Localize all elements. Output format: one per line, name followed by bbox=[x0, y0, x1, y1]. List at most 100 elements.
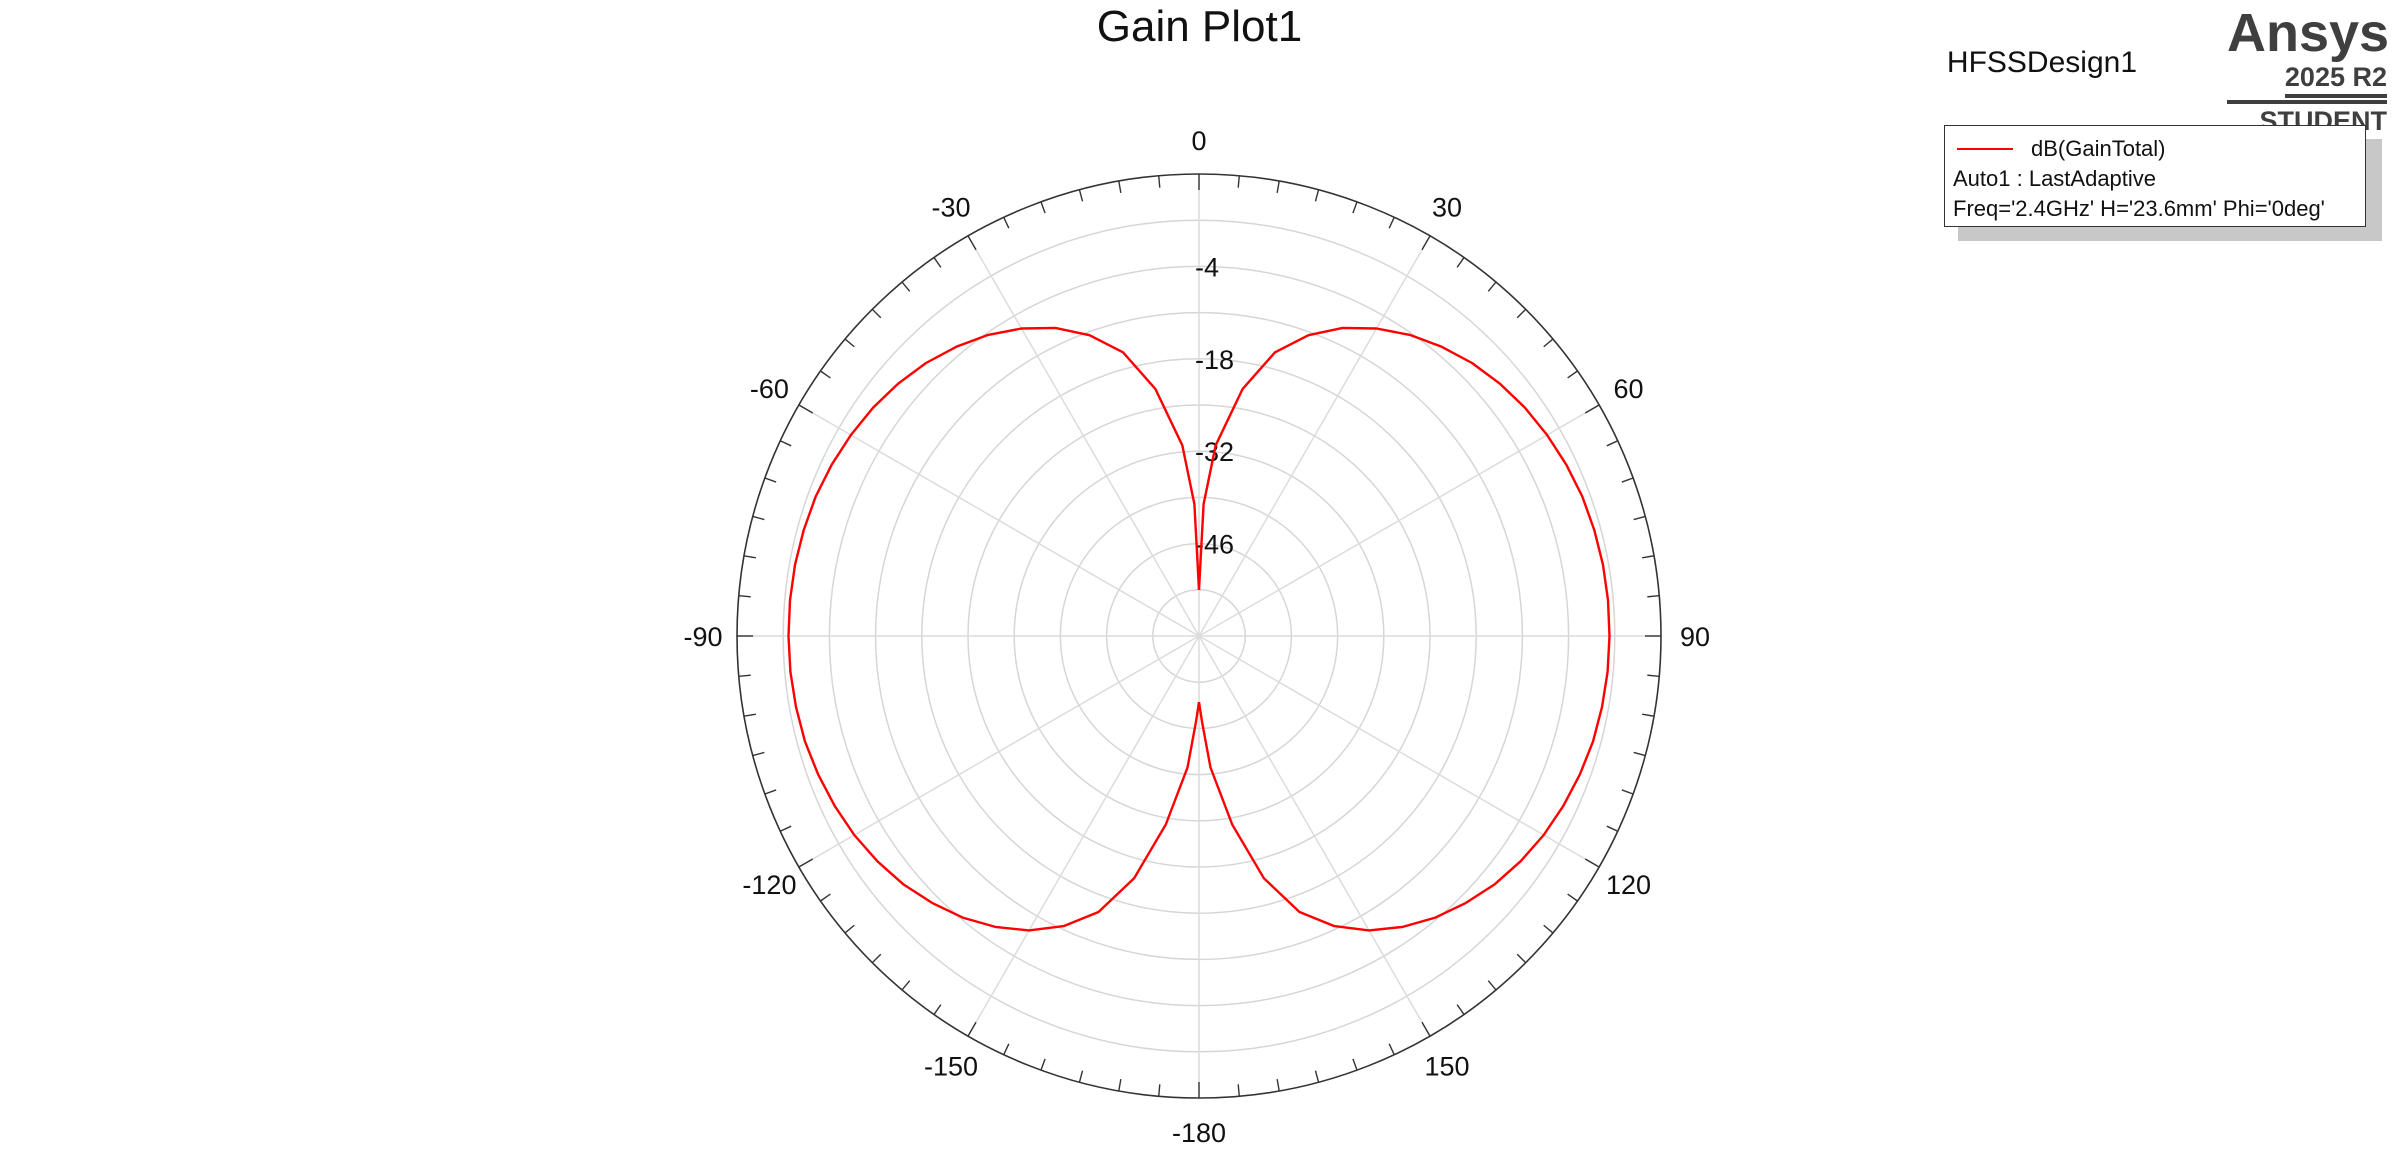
angle-tick bbox=[1352, 1058, 1358, 1071]
angle-tick bbox=[1078, 1070, 1084, 1083]
angle-tick bbox=[1040, 201, 1046, 214]
grid-spoke bbox=[967, 235, 1200, 637]
angle-tick bbox=[967, 1021, 977, 1037]
legend-box[interactable]: dB(GainTotal) Auto1 : LastAdaptive Freq=… bbox=[1944, 125, 2366, 227]
grid-spoke bbox=[798, 635, 1200, 868]
angle-label: -120 bbox=[742, 870, 796, 900]
angle-tick bbox=[1421, 1021, 1431, 1037]
angle-tick bbox=[752, 515, 765, 521]
angle-label: 30 bbox=[1432, 192, 1462, 222]
angle-tick bbox=[1388, 216, 1395, 229]
legend-series-label: dB(GainTotal) bbox=[2031, 136, 2166, 161]
angle-label: 90 bbox=[1680, 622, 1710, 652]
radial-label: -4 bbox=[1195, 252, 1219, 282]
angle-tick bbox=[738, 595, 751, 598]
angle-tick bbox=[844, 338, 855, 348]
angle-label: 0 bbox=[1191, 126, 1206, 156]
angle-tick bbox=[1276, 180, 1280, 193]
angle-tick bbox=[1040, 1058, 1046, 1071]
angle-tick bbox=[1516, 953, 1527, 964]
angle-tick bbox=[743, 713, 756, 717]
series-layer bbox=[787, 326, 1611, 932]
angle-tick bbox=[1543, 924, 1554, 934]
angle-label: 60 bbox=[1614, 374, 1644, 404]
angle-tick bbox=[798, 404, 814, 414]
angle-tick bbox=[871, 308, 882, 319]
angle-tick bbox=[1237, 175, 1240, 188]
angle-tick bbox=[1633, 751, 1646, 757]
angle-label: 150 bbox=[1424, 1052, 1469, 1082]
angle-label: -30 bbox=[931, 192, 970, 222]
grid-spoke bbox=[1198, 235, 1431, 637]
angle-tick bbox=[820, 370, 831, 379]
angle-tick bbox=[743, 555, 756, 559]
axis-labels: 0306090120150-180-150-120-90-60-30-46-32… bbox=[683, 126, 1710, 1148]
angle-tick bbox=[779, 825, 792, 832]
grid-spoke bbox=[798, 404, 1200, 637]
angle-tick bbox=[1388, 1043, 1395, 1056]
angle-tick bbox=[844, 924, 855, 934]
angle-tick bbox=[1621, 789, 1634, 795]
angle-tick bbox=[1621, 477, 1634, 483]
angle-tick bbox=[1642, 713, 1655, 717]
angle-tick bbox=[1237, 1084, 1240, 1097]
ansys-logo: Ansys 2025 R2 STUDENT bbox=[2227, 3, 2390, 136]
angle-tick bbox=[1456, 1004, 1465, 1015]
angle-label: -150 bbox=[924, 1052, 978, 1082]
angle-tick bbox=[901, 980, 911, 991]
series-line bbox=[787, 326, 1201, 932]
angle-tick bbox=[933, 257, 942, 268]
angle-tick bbox=[1633, 515, 1646, 521]
angle-tick bbox=[1158, 175, 1161, 188]
polar-grid bbox=[736, 173, 1662, 1099]
angle-label: 120 bbox=[1606, 870, 1651, 900]
angle-tick bbox=[1584, 858, 1600, 868]
angle-tick bbox=[752, 751, 765, 757]
angle-tick bbox=[1314, 1070, 1320, 1083]
angle-tick bbox=[1606, 825, 1619, 832]
angle-label: -60 bbox=[750, 374, 789, 404]
brand-version: 2025 R2 bbox=[2284, 62, 2387, 98]
angle-tick bbox=[1158, 1084, 1161, 1097]
angle-tick bbox=[798, 858, 814, 868]
angle-tick bbox=[1078, 189, 1084, 202]
angle-tick bbox=[1352, 201, 1358, 214]
angle-tick bbox=[967, 235, 977, 251]
angle-tick bbox=[901, 281, 911, 292]
angle-tick bbox=[1516, 308, 1527, 319]
angle-label: -90 bbox=[683, 622, 722, 652]
angle-tick bbox=[1421, 235, 1431, 251]
angle-tick bbox=[1487, 980, 1497, 991]
radial-label: -18 bbox=[1195, 345, 1234, 375]
grid-spoke bbox=[1198, 635, 1431, 1037]
angle-tick bbox=[1567, 370, 1578, 379]
angle-tick bbox=[933, 1004, 942, 1015]
angle-label: -180 bbox=[1172, 1118, 1226, 1148]
angle-tick bbox=[1314, 189, 1320, 202]
angle-tick bbox=[1567, 893, 1578, 902]
angle-tick bbox=[1003, 216, 1010, 229]
angle-tick bbox=[1003, 1043, 1010, 1056]
angle-tick bbox=[779, 440, 792, 447]
chart-title: Gain Plot1 bbox=[1096, 2, 1303, 51]
brand-name: Ansys bbox=[2227, 3, 2390, 63]
angle-tick bbox=[820, 893, 831, 902]
angle-tick bbox=[764, 789, 777, 795]
design-name: HFSSDesign1 bbox=[1946, 46, 2137, 79]
angle-tick bbox=[1118, 1079, 1122, 1092]
angle-ticks bbox=[737, 174, 1661, 1098]
grid-spoke bbox=[967, 635, 1200, 1037]
angle-tick bbox=[1647, 674, 1660, 677]
grid-spoke bbox=[1198, 635, 1600, 868]
angle-tick bbox=[1487, 281, 1497, 292]
angle-tick bbox=[871, 953, 882, 964]
angle-tick bbox=[1118, 180, 1122, 193]
angle-tick bbox=[1642, 555, 1655, 559]
angle-tick bbox=[1456, 257, 1465, 268]
grid-spoke bbox=[1198, 404, 1600, 637]
angle-tick bbox=[1543, 338, 1554, 348]
angle-tick bbox=[1647, 595, 1660, 598]
angle-tick bbox=[1584, 404, 1600, 414]
angle-tick bbox=[764, 477, 777, 483]
